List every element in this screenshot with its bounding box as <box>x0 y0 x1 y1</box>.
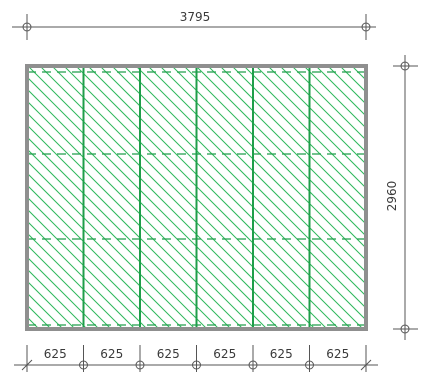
hatch-line <box>291 66 366 141</box>
overall-width-label: 3795 <box>180 10 211 24</box>
dimension-node <box>400 324 410 334</box>
dimension-node <box>305 360 314 370</box>
hatch-line <box>27 328 28 329</box>
overall-height-label: 2960 <box>385 181 399 212</box>
panel-width-label: 625 <box>213 347 236 361</box>
dimension-node <box>79 360 88 370</box>
hatch-line <box>75 66 340 329</box>
hatch-line <box>339 66 366 93</box>
hatch-line <box>27 316 40 329</box>
hatch-line <box>255 66 366 177</box>
hatch-line <box>27 160 196 329</box>
hatch-line <box>315 66 366 117</box>
panel-width-label: 625 <box>326 347 349 361</box>
panel-layout <box>27 66 366 329</box>
hatch-line <box>327 66 366 105</box>
dimension-node <box>361 22 371 32</box>
hatch-line <box>27 220 136 329</box>
hatch-line <box>27 124 232 329</box>
hatch-line <box>27 148 208 329</box>
hatch-line <box>207 66 366 225</box>
hatch-line <box>87 66 352 329</box>
panel-hatching <box>27 66 366 329</box>
overall-height-dimension: 2960 <box>385 55 418 340</box>
hatch-line <box>147 66 366 285</box>
dimension-tick <box>360 359 372 371</box>
dimension-node <box>22 22 32 32</box>
hatch-line <box>27 232 124 329</box>
overall-width-dimension: 3795 <box>12 10 376 40</box>
dimension-node <box>135 360 145 370</box>
hatch-line <box>27 100 256 329</box>
hatch-line <box>183 66 366 249</box>
hatch-line <box>279 66 366 153</box>
outer-frame <box>25 64 368 331</box>
hatch-line <box>27 244 112 329</box>
hatch-line <box>27 256 100 329</box>
hatch-line <box>195 66 366 237</box>
panel-width-dimensions: 625 625 625 625 625 625 <box>14 345 378 372</box>
hatch-line <box>27 280 76 329</box>
hatch-line <box>51 66 316 329</box>
panel-width-label: 625 <box>44 347 67 361</box>
hatch-line <box>27 268 88 329</box>
panel-width-label: 625 <box>100 347 123 361</box>
hatch-line <box>27 136 220 329</box>
hatch-line <box>135 66 366 297</box>
hatch-line <box>243 66 366 189</box>
hatch-line <box>111 66 366 321</box>
hatch-line <box>27 208 148 329</box>
hatch-line <box>99 66 364 329</box>
hatch-line <box>171 66 366 261</box>
hatch-line <box>231 66 366 201</box>
hatch-line <box>27 112 244 329</box>
dimension-tick <box>21 359 33 371</box>
dimension-node <box>248 360 258 370</box>
hatch-line <box>27 88 268 329</box>
hatch-line <box>303 66 366 129</box>
hatch-line <box>123 66 366 309</box>
dimension-node <box>400 61 410 71</box>
hatch-line <box>27 66 292 329</box>
hatch-line <box>27 184 172 329</box>
dimension-node <box>192 360 201 370</box>
hatch-line <box>27 76 280 329</box>
panel-width-label: 625 <box>270 347 293 361</box>
hatch-line <box>159 66 366 273</box>
hatch-line <box>39 66 304 329</box>
hatch-line <box>219 66 366 213</box>
hatch-line <box>267 66 366 165</box>
panel-width-label: 625 <box>157 347 180 361</box>
